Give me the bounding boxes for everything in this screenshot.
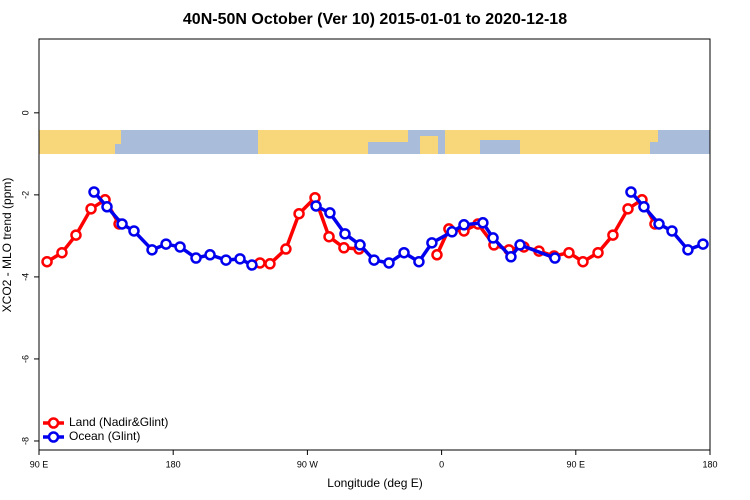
data-point: [697, 238, 709, 250]
data-point: [190, 252, 202, 264]
data-point: [682, 244, 694, 256]
plot-frame: [38, 38, 711, 451]
data-point: [101, 201, 113, 213]
data-point: [310, 200, 322, 212]
y-tick-label: -4: [20, 273, 30, 281]
chart-title: 40N-50N October (Ver 10) 2015-01-01 to 2…: [183, 11, 567, 28]
data-point: [220, 254, 232, 266]
data-point: [653, 218, 665, 230]
data-point: [323, 230, 335, 243]
data-point: [625, 186, 637, 198]
data-point: [174, 241, 186, 253]
data-point: [88, 186, 100, 198]
series-line: [315, 204, 556, 265]
legend-label: Ocean (Glint): [69, 429, 140, 443]
data-point: [128, 225, 140, 237]
legend-marker: [47, 417, 60, 429]
data-point: [638, 201, 650, 213]
data-point: [339, 228, 351, 240]
data-point: [413, 255, 425, 268]
x-axis-label: Longitude (deg E): [327, 476, 422, 490]
data-point: [85, 203, 97, 215]
data-point: [234, 253, 246, 265]
data-point: [246, 259, 258, 271]
x-tick-label: 180: [702, 459, 717, 469]
data-point: [160, 238, 172, 250]
data-point: [505, 251, 517, 263]
data-point: [431, 249, 443, 261]
data-point: [514, 239, 526, 251]
data-point: [477, 217, 489, 229]
x-tick-label: 90 E: [30, 459, 49, 469]
data-point: [622, 203, 634, 215]
data-point: [354, 239, 366, 251]
data-point: [324, 207, 336, 219]
data-point: [577, 255, 589, 268]
y-tick-label: -2: [20, 191, 30, 199]
y-tick-label: -8: [20, 437, 30, 445]
legend: Land (Nadir&Glint)Ocean (Glint): [43, 415, 168, 443]
data-point: [56, 246, 68, 259]
data-point: [487, 232, 499, 244]
data-point: [549, 252, 561, 264]
data-point: [116, 218, 128, 230]
data-point: [338, 242, 350, 254]
x-tick-label: 180: [166, 459, 181, 469]
data-point: [368, 254, 380, 266]
x-tick-label: 90 W: [297, 459, 319, 469]
data-point: [426, 237, 438, 249]
data-point: [264, 258, 276, 270]
legend-marker: [47, 431, 60, 443]
y-axis-label: XCO2 - MLO trend (ppm): [0, 178, 14, 313]
legend-label: Land (Nadir&Glint): [69, 415, 168, 429]
data-point: [607, 229, 619, 241]
data-point: [146, 244, 158, 256]
data-point: [204, 249, 216, 261]
map-strip: [39, 130, 710, 154]
data-point: [398, 246, 410, 259]
data-point: [293, 207, 305, 220]
x-tick-label: 90 E: [567, 459, 586, 469]
y-tick-label: 0: [20, 110, 30, 115]
data-point: [280, 243, 292, 255]
data-point: [458, 219, 470, 231]
data-point: [446, 226, 458, 238]
data-point: [592, 246, 604, 259]
data-point: [70, 229, 82, 241]
y-tick-label: -6: [20, 355, 30, 363]
data-point: [563, 246, 575, 259]
data-point: [383, 257, 395, 269]
data-point: [666, 225, 678, 237]
x-tick-label: 0: [439, 459, 444, 469]
data-point: [41, 255, 53, 268]
